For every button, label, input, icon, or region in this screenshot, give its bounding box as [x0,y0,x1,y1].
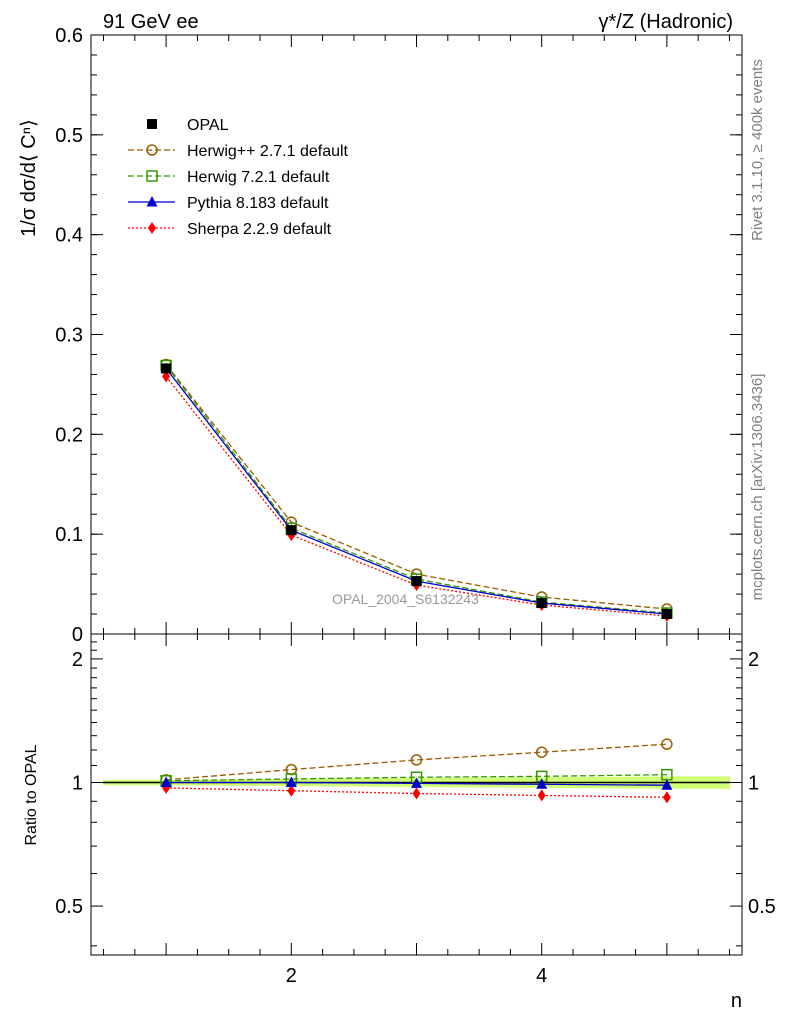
series-line-1 [165,364,667,610]
x-tick-label: 2 [286,965,297,987]
ratio-point-3 [536,778,548,789]
ratio-series-line-4 [166,787,667,799]
y-tick-label-main: 0.5 [55,125,83,147]
ratio-point-3 [160,776,172,787]
ratio-point-4 [662,791,671,804]
legend-marker-2 [146,170,158,182]
main-panel: 0 0.1 0.2 0.3 0.4 0.5 0.6 OPAL Herwig++ 2.7.1 de… [55,25,743,646]
watermark-mcplots: mcplots.cern.ch [arXiv:1306.3436] [749,374,766,601]
ratio-y-tick-label-left: 2 [72,649,83,671]
data-point-0 [536,598,547,609]
ratio-point-4 [412,787,421,800]
y-axis-label-ratio: Ratio to OPAL [23,744,40,845]
legend-marker-0 [147,119,157,129]
legend-label-0: OPAL [187,117,229,134]
ratio-point-4 [537,789,546,802]
ratio-panel: 0.5 0.5 1 1 2 2 2 4 [55,633,776,987]
data-point-0 [161,363,172,374]
ratio-point-3 [411,777,422,788]
y-tick-label-main: 0.6 [55,25,83,47]
legend-marker-1 [146,144,158,156]
ratio-point-4 [287,784,296,797]
ratio-point-1 [410,754,423,766]
y-tick-label-main: 0.1 [55,524,83,546]
legend-label-2: Herwig 7.2.1 default [187,169,330,186]
ratio-point-3 [661,779,673,790]
ratio-y-tick-label-left: 0.5 [55,896,83,918]
title-right: γ*/Z (Hadronic) [599,11,733,33]
y-tick-label-main: 0.4 [55,225,83,247]
legend: OPAL Herwig++ 2.7.1 default Herwig 7.2.1 d… [128,117,349,238]
x-axis-label: n [731,990,742,1012]
legend-label-3: Pythia 8.183 default [187,195,329,212]
ratio-point-1 [661,738,673,750]
ratio-y-tick-label-right: 0.5 [748,896,776,918]
legend-marker-3 [146,196,158,207]
ratio-point-1 [535,746,548,758]
ratio-series-line-1 [166,743,667,781]
y-tick-label-main: 0.3 [55,325,83,347]
x-tick-label: 4 [536,965,547,987]
ratio-series-line-2 [166,773,667,782]
legend-marker-4 [148,222,156,234]
ratio-y-tick-label-right: 2 [748,649,759,671]
title-left: 91 GeV ee [103,11,199,33]
legend-label-1: Herwig++ 2.7.1 default [187,143,349,160]
legend-label-4: Sherpa 2.2.9 default [187,221,332,238]
data-point-0 [661,609,672,620]
y-tick-label-main: 0 [72,624,83,646]
ratio-y-tick-label-left: 1 [72,772,83,794]
data-point-0 [286,525,297,536]
ratio-point-3 [285,776,297,787]
watermark-rivet: Rivet 3.1.10, ≥ 400k events [749,59,766,241]
y-tick-label-main: 0.2 [55,424,83,446]
ratio-y-tick-label-right: 1 [748,772,759,794]
y-axis-label-main: 1/σ dσ/d⟨ Cⁿ⟩ [18,119,40,237]
data-point-0 [411,576,422,587]
analysis-label: OPAL_2004_S6132243 [332,591,479,607]
series-line-2 [165,365,667,614]
